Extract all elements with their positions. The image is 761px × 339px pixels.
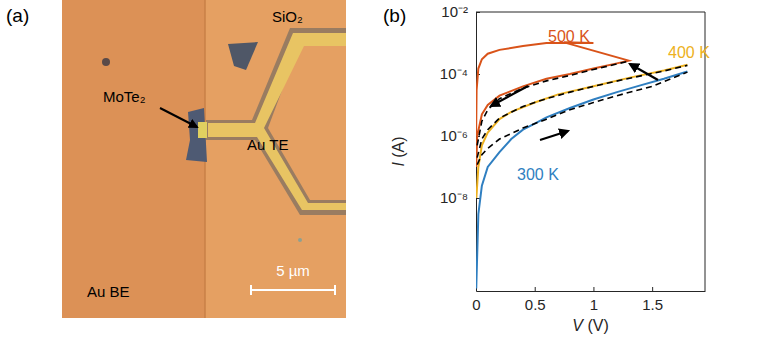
flake [186, 108, 207, 162]
y-tick: 10⁻⁴ [440, 65, 480, 82]
label-scale-bar: 5 µm [276, 262, 310, 279]
iv-curve [476, 42, 629, 167]
panel-label: (a) [6, 5, 29, 26]
x-tick-label: 1.5 [642, 296, 663, 313]
fit-line [477, 61, 628, 145]
x-tick-mark [652, 287, 653, 291]
x-tick: 1 [590, 287, 598, 313]
label-bottom-electrode: Au BE [87, 283, 130, 300]
debris-spot [298, 238, 302, 242]
label-top-electrode: Au TE [247, 136, 288, 153]
y-axis-title: I (A) [390, 136, 407, 166]
y-tick-mark [476, 12, 480, 13]
sweep-arrow [630, 64, 658, 80]
y-tick-label: 10⁻² [441, 3, 468, 20]
curve-label: 400 K [668, 44, 710, 61]
scale-bar [250, 289, 336, 291]
scale-bar-end [334, 285, 336, 295]
x-tick-label: 0.5 [525, 296, 546, 313]
y-tick-label: 10⁻⁸ [440, 189, 468, 206]
sweep-arrow [491, 86, 528, 106]
fit-line [477, 72, 687, 164]
top-electrode-outline [206, 28, 346, 215]
y-tick-label: 10⁻⁶ [440, 127, 468, 144]
debris-flake [228, 42, 258, 70]
x-tick: 0.5 [525, 287, 546, 313]
frame [476, 12, 705, 13]
sweep-arrow [540, 131, 568, 140]
junction [198, 122, 207, 138]
plot-area [476, 42, 687, 288]
x-tick: 0 [472, 287, 480, 313]
curve-label: 300 K [517, 166, 559, 183]
y-tick: 10⁻² [441, 3, 480, 20]
pointer-arrow [160, 108, 197, 127]
y-tick: 10⁻⁶ [440, 127, 480, 144]
iv-curve [476, 72, 687, 289]
y-axis: 10⁻² 10⁻⁴ 10⁻⁶ 10⁻⁸ [440, 3, 480, 291]
top-electrode [208, 33, 346, 210]
y-tick-label: 10⁻⁴ [440, 65, 468, 82]
label-flake: MoTe₂ [103, 88, 146, 105]
label-sio2: SiO₂ [272, 8, 303, 25]
x-tick-label: 0 [472, 296, 480, 313]
x-axis-title: V (V) [572, 317, 608, 334]
panel-label: (b) [383, 5, 406, 26]
debris-spot [102, 58, 110, 66]
panel-a: SiO₂ MoTe₂ Au TE Au BE 5 µm [62, 0, 346, 318]
x-tick-label: 1 [590, 296, 598, 313]
substrate-sio2 [62, 0, 346, 318]
scale-bar-end [250, 285, 252, 295]
bottom-electrode [62, 0, 205, 318]
curve-label: 500 K [548, 28, 590, 45]
x-axis: 0 0.5 1 1.5 [472, 287, 705, 313]
y-tick: 10⁻⁸ [440, 189, 480, 206]
iv-curve [476, 65, 687, 198]
x-tick-mark [535, 287, 536, 291]
x-tick-mark [593, 287, 594, 291]
x-tick: 1.5 [642, 287, 663, 313]
figure: SiO₂MoTe₂Au TEAu BE5 µm(a)(b)10⁻²10⁻⁴10⁻… [0, 0, 761, 339]
x-axis-line [477, 291, 706, 292]
